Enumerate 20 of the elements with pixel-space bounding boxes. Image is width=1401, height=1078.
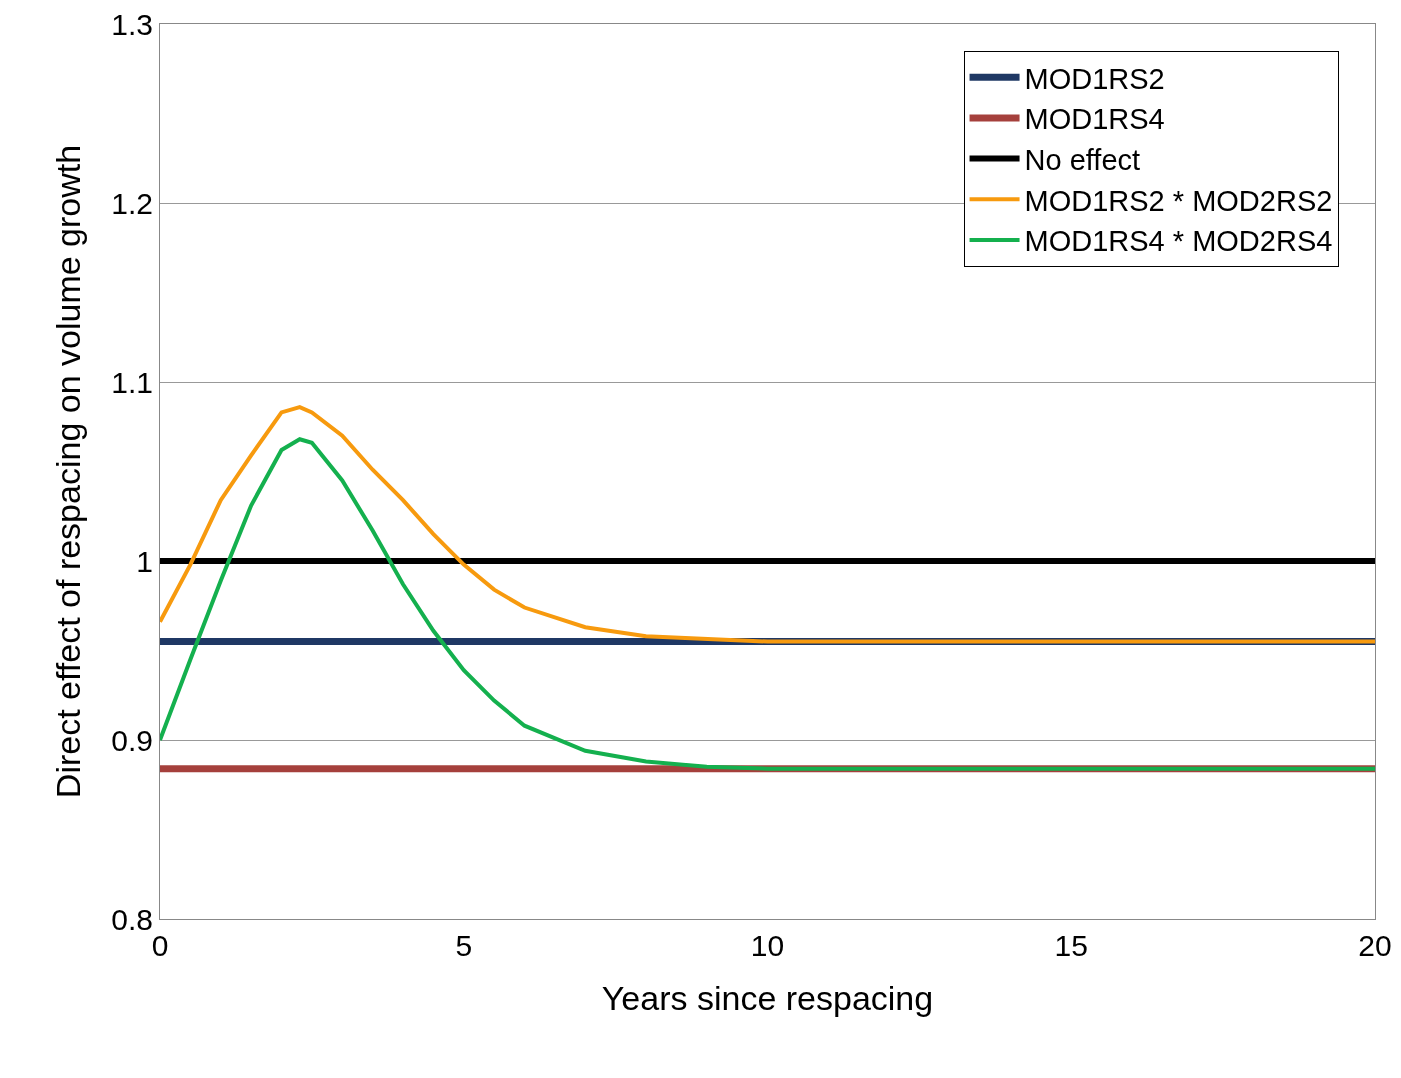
y-tick-label: 1.2 — [111, 186, 153, 220]
y-tick-label: 1.3 — [111, 7, 153, 41]
line-series — [160, 437, 1375, 771]
legend-label: MOD1RS2 * MOD2RS2 — [1024, 184, 1333, 217]
x-tick-label: 15 — [1054, 929, 1088, 962]
y-tick-label: 0.9 — [111, 723, 153, 757]
x-tick-label: 5 — [455, 929, 473, 962]
x-tick-label: 0 — [151, 929, 169, 962]
legend-label: MOD1RS4 * MOD2RS4 — [1024, 225, 1333, 258]
y-axis-title: Direct effect of respacing on volume growth — [48, 144, 87, 799]
x-tick-label: 10 — [750, 929, 785, 962]
y-tick-label: 1 — [136, 544, 153, 578]
x-tick-label: 20 — [1358, 929, 1392, 962]
y-tick-label: 0.8 — [111, 902, 153, 936]
legend-label: No effect — [1024, 143, 1141, 176]
x-axis-title: Years since respacing — [601, 979, 934, 1018]
legend-label: MOD1RS4 — [1024, 103, 1165, 136]
line-series — [160, 405, 1375, 644]
y-tick-label: 1.1 — [111, 365, 153, 399]
legend-label: MOD1RS2 — [1024, 62, 1165, 95]
